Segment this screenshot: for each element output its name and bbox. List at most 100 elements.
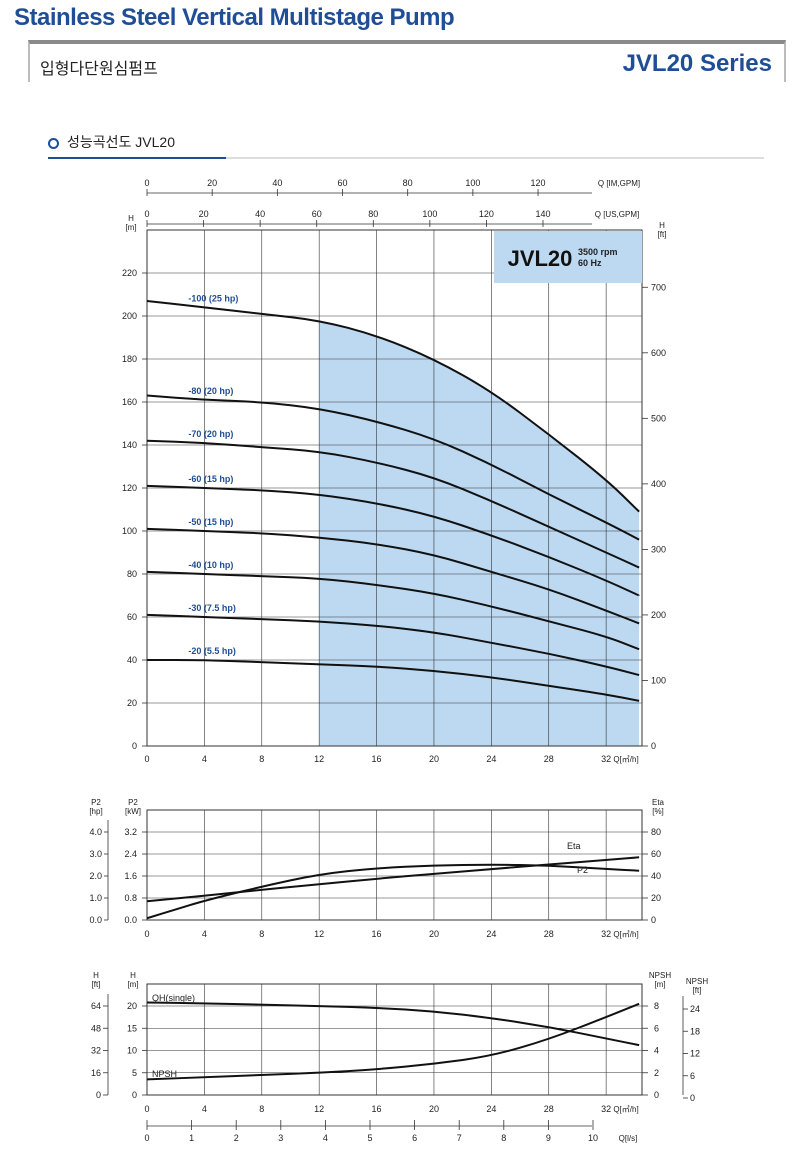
- single-head-ft-tick-label: 32: [91, 1046, 101, 1056]
- flow-tick-label: 8: [259, 1104, 264, 1114]
- us-gpm-tick-label: 120: [479, 209, 494, 219]
- head-m-tick-label: 60: [127, 612, 137, 622]
- im-gpm-tick-label: 100: [465, 178, 480, 188]
- flow-tick-label: 32: [601, 754, 611, 764]
- head-ft-tick-label: 300: [651, 544, 666, 554]
- head-curve: [146, 439, 640, 569]
- head-ft-tick-label: 600: [651, 348, 666, 358]
- us-gpm-tick-label: 60: [312, 209, 322, 219]
- head-m-tick-label: 120: [122, 483, 137, 493]
- p2-curve-label: P2: [577, 865, 588, 875]
- single-head-m-axis-label: [m]: [127, 980, 138, 989]
- eta-tick-label: 20: [651, 893, 661, 903]
- single-head-ft-axis-label: [ft]: [92, 980, 101, 989]
- flow-axis-label: Q[㎥/h]: [613, 1105, 638, 1114]
- model-badge-hz: 60 Hz: [578, 258, 602, 268]
- flow-tick-label: 28: [544, 754, 554, 764]
- eta-tick-label: 60: [651, 849, 661, 859]
- flow-tick-label: 28: [544, 1104, 554, 1114]
- p2-kw-tick-label: 0.8: [124, 893, 137, 903]
- head-curve-label: -30 (7.5 hp): [188, 603, 236, 613]
- head-m-tick-label: 140: [122, 440, 137, 450]
- flow-tick-label: 8: [259, 929, 264, 939]
- bullet-icon: [48, 137, 59, 149]
- single-head-m-tick-label: 20: [127, 1001, 137, 1011]
- us-gpm-tick-label: 20: [199, 209, 209, 219]
- npsh-curve: [146, 1002, 641, 1081]
- flow-tick-label: 16: [372, 929, 382, 939]
- ls-tick-label: 8: [501, 1133, 506, 1143]
- head-curve-label: -60 (15 hp): [188, 474, 233, 484]
- ls-tick-label: 4: [323, 1133, 328, 1143]
- ls-tick-label: 5: [367, 1133, 372, 1143]
- head-ft-tick-label: 400: [651, 479, 666, 489]
- head-curve: [146, 570, 640, 651]
- single-head-m-tick-label: 5: [132, 1068, 137, 1078]
- p2-kw-tick-label: 0.0: [124, 915, 137, 925]
- npsh-m-tick-label: 2: [654, 1068, 659, 1078]
- p2-kw-tick-label: 2.4: [124, 849, 137, 859]
- flow-tick-label: 28: [544, 929, 554, 939]
- flow-tick-label: 32: [601, 1104, 611, 1114]
- eta-tick-label: 80: [651, 827, 661, 837]
- eta-curve-label: Eta: [567, 841, 581, 851]
- us-gpm-tick-label: 100: [422, 209, 437, 219]
- ls-tick-label: 10: [588, 1133, 598, 1143]
- operating-range-area: [319, 320, 640, 746]
- flow-tick-label: 24: [486, 929, 496, 939]
- p2-curve: [146, 856, 640, 903]
- plot-frame: [146, 983, 643, 1096]
- flow-tick-label: 12: [314, 929, 324, 939]
- head-m-tick-label: 0: [132, 741, 137, 751]
- model-badge-name: JVL20: [508, 246, 573, 271]
- head-m-tick-label: 200: [122, 311, 137, 321]
- head-curve-label: -40 (10 hp): [188, 560, 233, 570]
- model-badge: [494, 231, 642, 283]
- flow-tick-label: 12: [314, 754, 324, 764]
- header-bar: [28, 40, 786, 82]
- single-head-m-tick-label: 10: [127, 1046, 137, 1056]
- flow-tick-label: 8: [259, 754, 264, 764]
- p2-hp-tick-label: 0.0: [89, 915, 102, 925]
- npsh-m-axis-label: [m]: [654, 980, 665, 989]
- head-ft-tick-label: 0: [651, 741, 656, 751]
- eta-tick-label: 40: [651, 871, 661, 881]
- us-gpm-tick-label: 80: [368, 209, 378, 219]
- npsh-ft-tick-label: 24: [690, 1004, 700, 1014]
- page-title: Stainless Steel Vertical Multistage Pump: [14, 4, 455, 31]
- im-gpm-tick-label: 0: [144, 178, 149, 188]
- eta-axis-label: [%]: [652, 807, 664, 816]
- flow-tick-label: 4: [202, 929, 207, 939]
- ls-tick-label: 9: [546, 1133, 551, 1143]
- ls-tick-label: 2: [234, 1133, 239, 1143]
- head-curve: [146, 484, 640, 597]
- head-curve-label: -50 (15 hp): [188, 517, 233, 527]
- head-m-tick-label: 220: [122, 268, 137, 278]
- im-gpm-tick-label: 60: [338, 178, 348, 188]
- npsh-ft-axis-label: NPSH: [686, 977, 708, 986]
- p2-hp-tick-label: 4.0: [89, 827, 102, 837]
- head-ft-axis-label: [ft]: [658, 230, 667, 239]
- single-head-curve-label: QH(single): [152, 993, 195, 1003]
- head-curve: [146, 299, 640, 513]
- flow-tick-label: 20: [429, 754, 439, 764]
- flow-axis-label: Q[㎥/h]: [613, 755, 638, 764]
- npsh-m-tick-label: 4: [654, 1046, 659, 1056]
- head-curve: [147, 659, 640, 702]
- im-gpm-tick-label: 40: [272, 178, 282, 188]
- us-gpm-axis-label: Q [US,GPM]: [595, 210, 639, 219]
- p2-hp-axis-label: P2: [91, 798, 101, 807]
- head-curve: [146, 394, 640, 541]
- npsh-m-tick-label: 8: [654, 1001, 659, 1011]
- section-divider-accent: [48, 157, 226, 159]
- p2-hp-axis-label: [hp]: [89, 807, 102, 816]
- section-label: 성능곡선도 JVL20: [67, 134, 175, 150]
- single-head-ft-tick-label: 64: [91, 1001, 101, 1011]
- im-gpm-axis-label: Q [IM,GPM]: [598, 179, 640, 188]
- head-m-tick-label: 180: [122, 354, 137, 364]
- head-curve: [146, 527, 640, 625]
- head-ft-tick-label: 500: [651, 413, 666, 423]
- model-badge-rpm: 3500 rpm: [578, 247, 618, 257]
- korean-subtitle: 입형다단원심펌프: [40, 61, 158, 78]
- flow-tick-label: 4: [202, 1104, 207, 1114]
